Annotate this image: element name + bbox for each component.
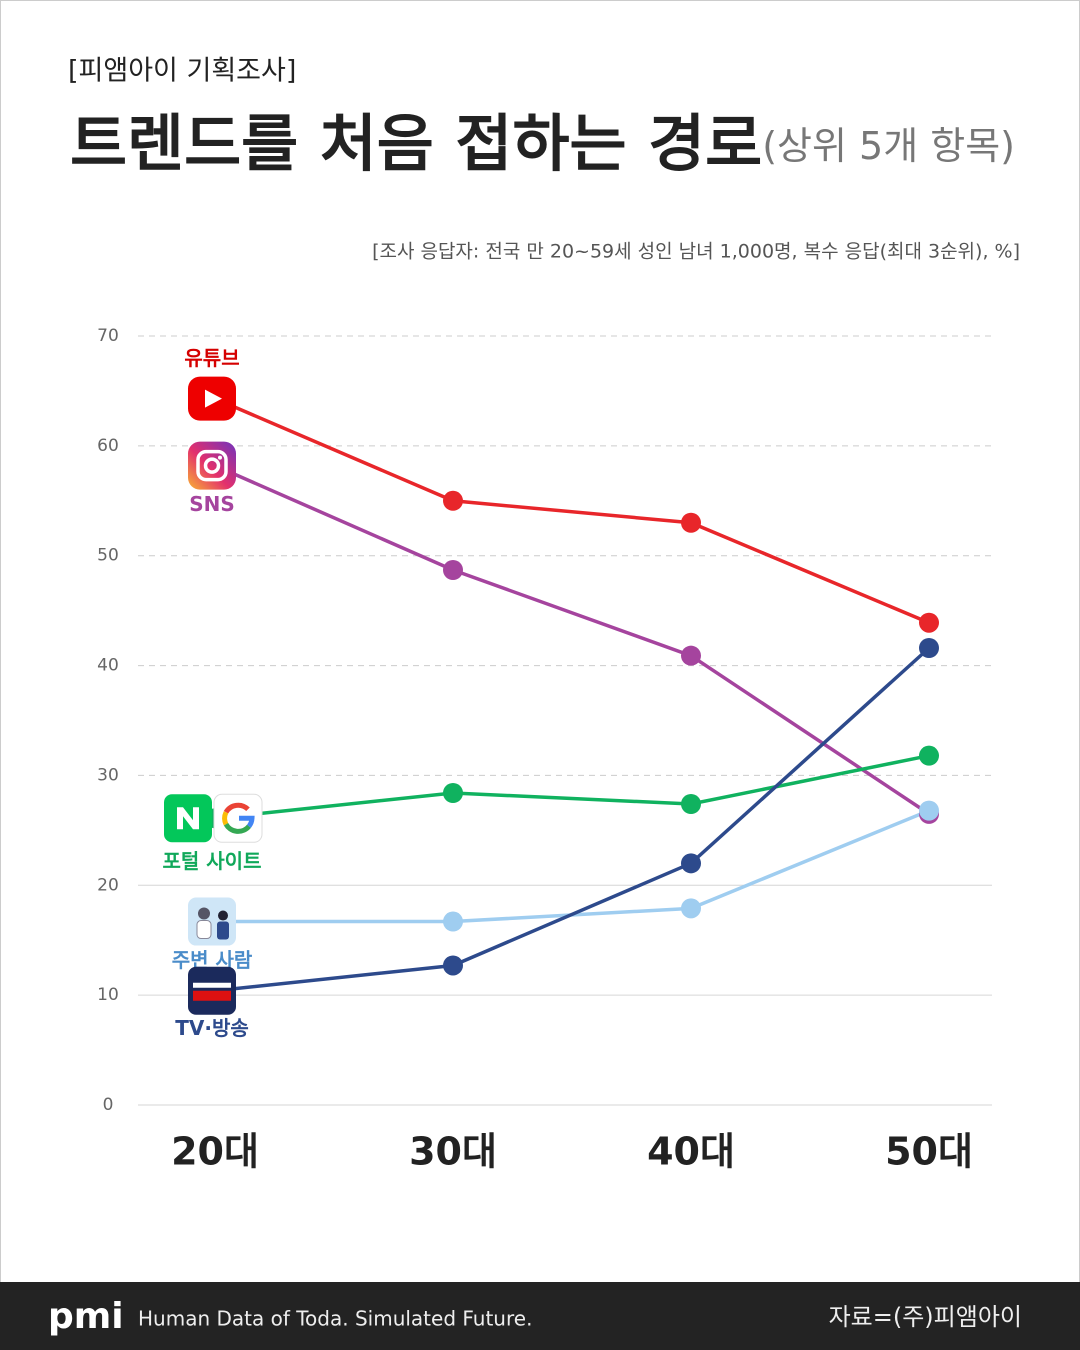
series-line bbox=[214, 753, 930, 821]
series-icon bbox=[188, 897, 236, 946]
chart-title: 트렌드를 처음 접하는 경로(상위 5개 항목) bbox=[70, 107, 1015, 180]
logo: pmi bbox=[48, 1296, 124, 1337]
title-suffix: (상위 5개 항목) bbox=[762, 124, 1015, 168]
icon-g-grn bbox=[223, 822, 251, 834]
y-tick-label: 60 bbox=[97, 436, 119, 456]
data-point bbox=[681, 645, 701, 666]
series-icon bbox=[188, 966, 236, 1015]
y-tick-label: 50 bbox=[97, 546, 119, 566]
series-icon bbox=[188, 441, 236, 490]
data-point bbox=[919, 745, 939, 766]
icon-dot bbox=[218, 455, 222, 460]
footer-bar bbox=[0, 1282, 1080, 1350]
series-line bbox=[214, 646, 931, 993]
data-point bbox=[919, 612, 939, 633]
y-tick-label: 30 bbox=[97, 765, 119, 785]
legend-label: SNS bbox=[189, 492, 235, 516]
icon-person2 bbox=[218, 910, 228, 921]
data-point bbox=[443, 783, 463, 804]
legend-label: TV·방송 bbox=[175, 1016, 249, 1040]
series-icon bbox=[188, 376, 236, 421]
icon-band1 bbox=[193, 982, 231, 988]
icon-g bbox=[213, 793, 263, 843]
legend-label: 포털 사이트 bbox=[163, 849, 262, 873]
x-tick-label: 40대 bbox=[647, 1130, 735, 1174]
icon-lens bbox=[203, 457, 221, 474]
y-tick-label: 10 bbox=[97, 985, 119, 1005]
icon-play bbox=[205, 389, 222, 408]
icon-body2 bbox=[217, 921, 229, 940]
data-point bbox=[443, 559, 463, 580]
data-point bbox=[681, 853, 701, 874]
series-icon bbox=[164, 793, 263, 843]
icon-bg bbox=[188, 441, 236, 490]
data-point bbox=[919, 637, 939, 658]
icon-person bbox=[198, 907, 210, 920]
y-tick-label: 20 bbox=[97, 875, 119, 895]
data-point bbox=[919, 800, 939, 821]
icon-ring bbox=[196, 449, 228, 482]
title-main: 트렌드를 처음 접하는 경로 bbox=[70, 107, 762, 180]
icon-body bbox=[196, 920, 212, 940]
icon-band2 bbox=[193, 990, 231, 1001]
y-tick-label: 70 bbox=[97, 326, 119, 346]
series-line bbox=[214, 397, 930, 625]
data-point bbox=[443, 911, 463, 932]
x-tick-label: 20대 bbox=[171, 1130, 259, 1174]
series-line bbox=[214, 464, 930, 816]
icon-g-red bbox=[223, 802, 250, 814]
icon-n-letter bbox=[177, 807, 199, 830]
x-tick-label: 50대 bbox=[885, 1130, 973, 1174]
icon-bg bbox=[188, 897, 236, 946]
x-tick-label: 30대 bbox=[409, 1130, 497, 1174]
note: [조사 응답자: 전국 만 20~59세 성인 남녀 1,000명, 복수 응답… bbox=[372, 241, 1020, 263]
icon-g-yel bbox=[222, 811, 229, 826]
y-tick-label: 0 bbox=[103, 1095, 114, 1115]
data-point bbox=[681, 512, 701, 533]
icon-g-blu bbox=[239, 815, 255, 828]
data-point bbox=[443, 955, 463, 976]
data-point bbox=[443, 490, 463, 511]
y-tick-label: 40 bbox=[97, 656, 119, 676]
source: 자료=(주)피앰아이 bbox=[829, 1303, 1022, 1331]
data-point bbox=[681, 898, 701, 919]
legend-label: 유튜브 bbox=[184, 346, 239, 370]
slogan: Human Data of Toda. Simulated Future. bbox=[138, 1307, 532, 1331]
data-point bbox=[681, 793, 701, 814]
kicker: [피앰아이 기획조사] bbox=[68, 56, 296, 87]
